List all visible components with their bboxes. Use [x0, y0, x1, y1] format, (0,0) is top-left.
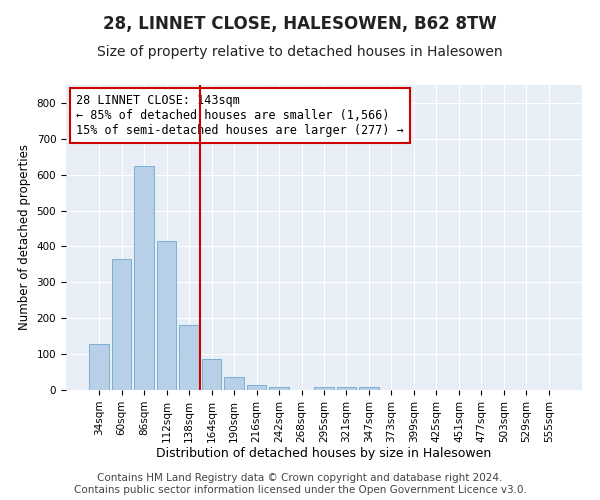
Bar: [157, 241, 176, 390]
Bar: [202, 359, 221, 390]
Text: 28, LINNET CLOSE, HALESOWEN, B62 8TW: 28, LINNET CLOSE, HALESOWEN, B62 8TW: [103, 15, 497, 33]
Bar: [359, 387, 379, 390]
Text: Size of property relative to detached houses in Halesowen: Size of property relative to detached ho…: [97, 45, 503, 59]
Bar: [314, 387, 334, 390]
Text: Contains HM Land Registry data © Crown copyright and database right 2024.
Contai: Contains HM Land Registry data © Crown c…: [74, 474, 526, 495]
X-axis label: Distribution of detached houses by size in Halesowen: Distribution of detached houses by size …: [157, 448, 491, 460]
Bar: [224, 378, 244, 390]
Bar: [112, 259, 131, 390]
Bar: [179, 326, 199, 390]
Bar: [269, 387, 289, 390]
Bar: [247, 385, 266, 390]
Bar: [337, 387, 356, 390]
Y-axis label: Number of detached properties: Number of detached properties: [18, 144, 31, 330]
Text: 28 LINNET CLOSE: 143sqm
← 85% of detached houses are smaller (1,566)
15% of semi: 28 LINNET CLOSE: 143sqm ← 85% of detache…: [76, 94, 404, 137]
Bar: [89, 344, 109, 390]
Bar: [134, 166, 154, 390]
